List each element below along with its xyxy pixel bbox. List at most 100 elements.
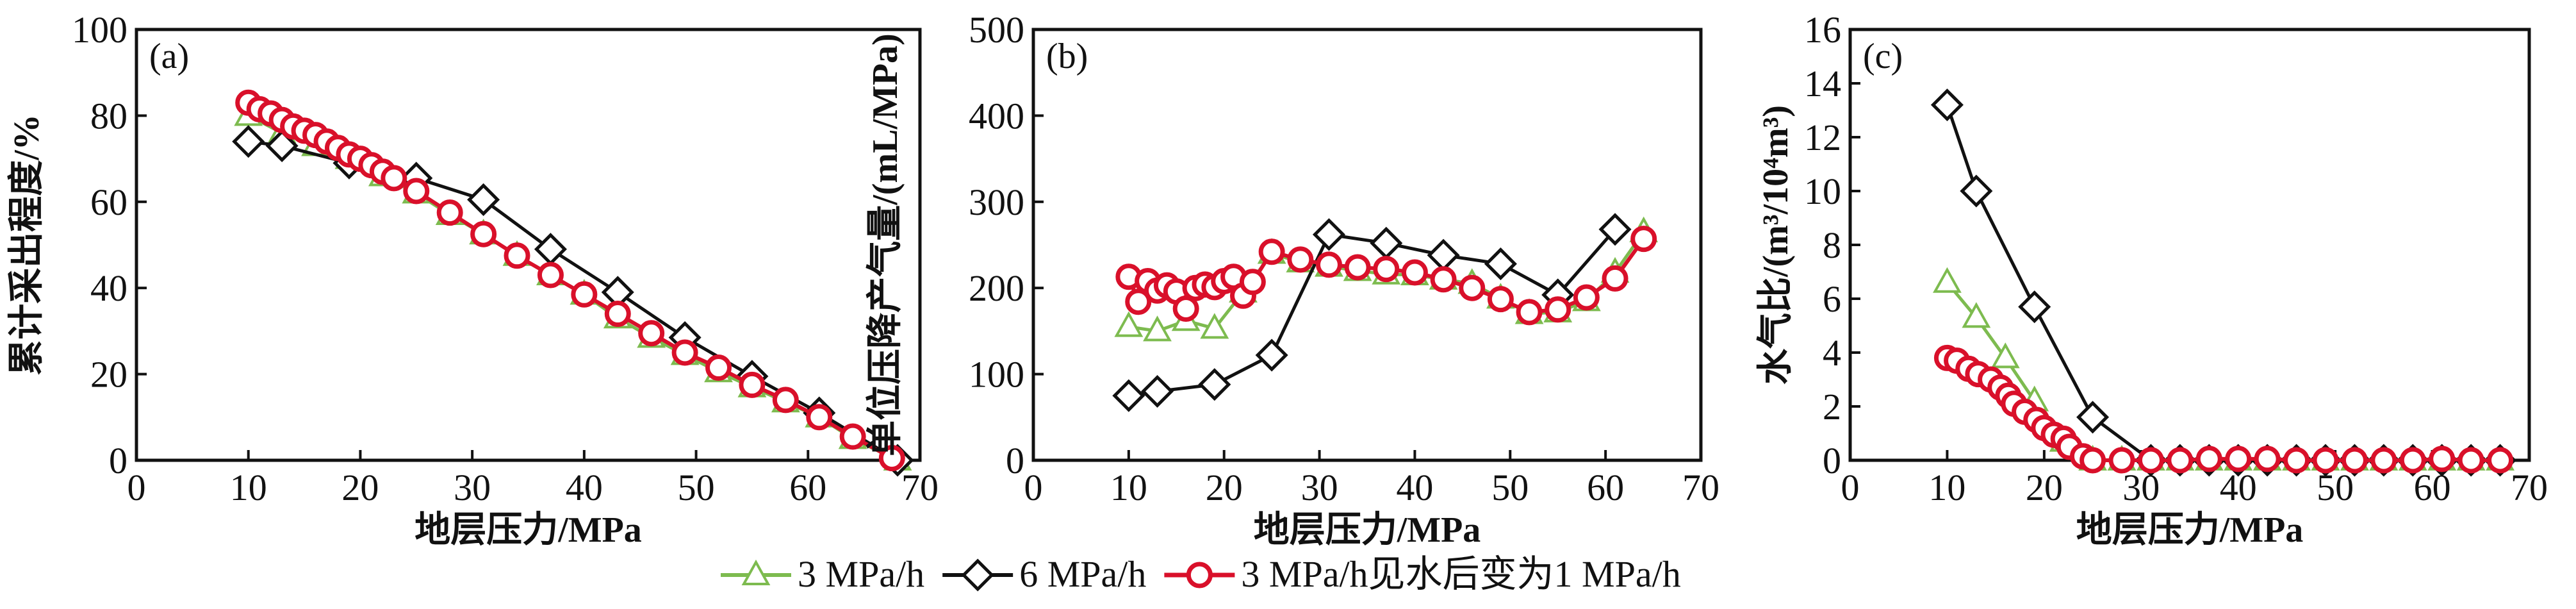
panel-label: (b) <box>1046 37 1088 76</box>
data-point <box>1112 379 1145 412</box>
y-tick-label: 2 <box>1823 386 1841 428</box>
y-tick-label: 20 <box>90 354 127 396</box>
x-tick-label: 0 <box>127 467 146 508</box>
y-tick-label: 8 <box>1823 224 1841 266</box>
data-point <box>2399 447 2426 474</box>
y-tick-label: 100 <box>72 9 127 51</box>
data-point <box>604 301 631 328</box>
y-tick-label: 40 <box>90 267 127 309</box>
data-point <box>1598 213 1632 246</box>
x-tick-label: 20 <box>2026 467 2063 508</box>
y-tick-label: 80 <box>90 95 127 137</box>
panel-label: (c) <box>1863 37 1903 76</box>
data-point <box>1125 288 1152 315</box>
x-tick-label: 50 <box>1491 467 1529 508</box>
data-point <box>1172 295 1199 322</box>
y-axis-title: 单位压降产气量/(mL/MPa) <box>866 33 905 456</box>
y-tick-label: 100 <box>969 354 1024 396</box>
x-tick-label: 50 <box>678 467 715 508</box>
legend-marker <box>741 559 771 585</box>
x-tick-label: 40 <box>1396 467 1433 508</box>
x-tick-label: 20 <box>341 467 379 508</box>
x-axis-title: 地层压力/MPa <box>414 510 642 550</box>
data-point <box>2283 447 2310 474</box>
data-point <box>1933 267 1962 293</box>
x-tick-label: 20 <box>1206 467 1243 508</box>
x-tick-label: 30 <box>454 467 491 508</box>
legend: 3 MPa/h 6 MPa/h 3 MPa/h见水后变为1 MPa/h <box>721 553 1681 595</box>
panel-a: 0 10 20 30 40 50 60 70 0 20 40 60 80 100 (a) 地层压力/MPa 累计… <box>7 9 939 550</box>
legend-item: 6 MPa/h <box>942 553 1146 595</box>
x-tick-label: 40 <box>566 467 603 508</box>
data-point <box>1114 311 1144 337</box>
series-diamond <box>1112 213 1632 412</box>
legend-marker <box>961 558 994 592</box>
y-tick-label: 4 <box>1823 332 1841 374</box>
y-tick-label: 500 <box>969 9 1024 51</box>
x-axis-title: 地层压力/MPa <box>2076 510 2304 550</box>
data-point <box>638 320 665 347</box>
y-tick-label: 60 <box>90 181 127 223</box>
data-point <box>739 371 766 398</box>
data-point <box>1143 315 1172 342</box>
data-point <box>470 221 497 247</box>
data-point <box>1312 218 1345 251</box>
y-tick-label: 10 <box>1804 171 1841 212</box>
plot-frame <box>1031 28 1703 462</box>
y-axis-title: 累计采出程度/% <box>7 114 47 376</box>
x-tick-label: 70 <box>2511 467 2548 508</box>
data-point <box>436 199 463 226</box>
y-tick-label: 16 <box>1804 9 1841 51</box>
data-point <box>1602 265 1628 292</box>
y-tick-label: 0 <box>1823 440 1841 481</box>
data-point <box>878 445 905 472</box>
legend-label: 3 MPa/h见水后变为1 MPa/h <box>1241 553 1680 595</box>
data-point <box>1962 302 1991 328</box>
data-point <box>1370 226 1403 260</box>
x-tick-label: 0 <box>1841 467 1860 508</box>
data-point <box>1258 238 1285 265</box>
data-point <box>1960 174 1993 208</box>
legend-label: 3 MPa/h <box>798 553 924 595</box>
x-tick-label: 70 <box>901 467 939 508</box>
y-tick-label: 0 <box>1006 440 1024 481</box>
data-point <box>1573 284 1600 311</box>
series-circle <box>235 89 905 472</box>
y-tick-label: 14 <box>1804 63 1841 104</box>
x-axis-title: 地层压力/MPa <box>1254 510 1481 550</box>
y-tick-label: 12 <box>1804 117 1841 158</box>
data-point <box>1630 226 1657 253</box>
legend-item: 3 MPa/h <box>721 553 924 595</box>
data-point <box>2341 447 2368 474</box>
x-tick-label: 60 <box>1587 467 1624 508</box>
data-point <box>232 125 265 158</box>
data-point <box>772 387 799 413</box>
data-point <box>2080 447 2106 474</box>
data-point <box>1401 259 1428 286</box>
data-point <box>1516 299 1543 326</box>
y-axis-title: 水气比/(m³/10⁴m³) <box>1756 105 1796 385</box>
x-tick-label: 10 <box>1928 467 1965 508</box>
series-triangle <box>1933 267 2514 471</box>
data-point <box>2487 447 2514 474</box>
series-line <box>1128 228 1616 397</box>
data-point <box>1315 251 1342 278</box>
panel-b: 0 10 20 30 40 50 60 70 0 100 200 300 400 500 (b) 地层压力/M… <box>866 9 1719 550</box>
data-point <box>1200 313 1229 339</box>
data-point <box>403 178 430 204</box>
data-point <box>1990 342 2020 369</box>
y-tick-label: 0 <box>109 440 127 481</box>
data-point <box>1484 247 1517 281</box>
panel-label: (a) <box>149 37 189 76</box>
data-point <box>1239 269 1266 296</box>
data-point <box>2018 290 2051 324</box>
x-tick-label: 30 <box>1301 467 1338 508</box>
panel-c: 0 10 20 30 40 50 60 700246810121416(c)地层压力/MPa水… <box>1756 9 2548 550</box>
series-circle <box>1933 344 2514 474</box>
data-point <box>2457 447 2484 474</box>
data-point <box>2108 447 2135 474</box>
y-tick-label: 6 <box>1823 278 1841 320</box>
legend-item: 3 MPa/h见水后变为1 MPa/h <box>1164 553 1681 595</box>
data-point <box>1930 88 1964 122</box>
data-point <box>1459 274 1486 301</box>
